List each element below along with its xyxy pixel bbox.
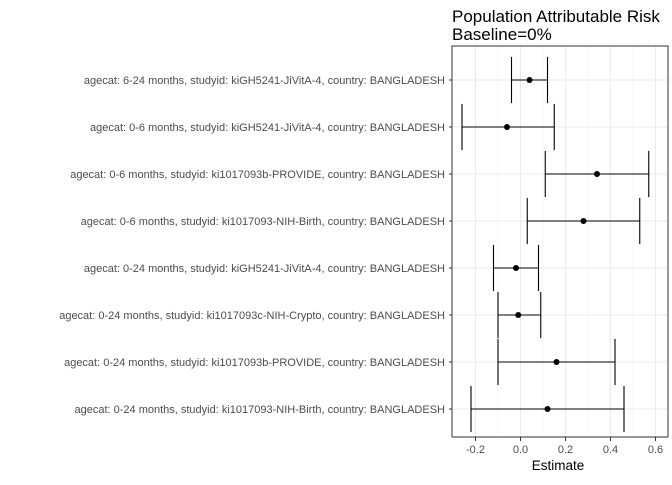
x-axis-title: Estimate [532, 458, 585, 473]
plot-panel [451, 45, 669, 438]
x-tick-label: 0.2 [558, 444, 573, 456]
estimate-point [544, 406, 551, 412]
category-labels: agecat: 6-24 months, studyid: kiGH5241-J… [59, 75, 452, 416]
category-label: agecat: 0-6 months, studyid: ki1017093-N… [81, 216, 445, 228]
x-tick-label: 0.0 [513, 444, 528, 456]
estimate-point [513, 265, 519, 271]
category-label: agecat: 0-24 months, studyid: ki1017093b… [64, 357, 445, 369]
chart-title-line-2: Baseline=0% [452, 25, 552, 44]
category-label: agecat: 0-24 months, studyid: ki1017093c… [59, 310, 445, 322]
x-tick-label: 0.4 [603, 444, 618, 456]
estimates-layer [461, 56, 650, 433]
estimate-point [526, 77, 533, 83]
category-label: agecat: 0-6 months, studyid: kiGH5241-Ji… [90, 122, 445, 134]
category-label: agecat: 0-24 months, studyid: ki1017093-… [74, 404, 445, 416]
x-tick-label: 0.6 [648, 444, 663, 456]
chart-title-line-1: Population Attributable Risk [452, 7, 660, 26]
estimate-point [504, 124, 510, 130]
category-label: agecat: 0-24 months, studyid: kiGH5241-J… [84, 263, 445, 275]
estimate-point [553, 359, 560, 365]
estimate-point [580, 218, 587, 224]
estimate-point [515, 312, 522, 318]
category-label: agecat: 6-24 months, studyid: kiGH5241-J… [84, 75, 445, 87]
x-axis-ticks: -0.2 0.0 0.2 0.4 0.6 [466, 437, 663, 456]
estimate-point [594, 171, 600, 177]
category-label: agecat: 0-6 months, studyid: ki1017093b-… [70, 169, 445, 181]
x-tick-label: -0.2 [466, 444, 485, 456]
